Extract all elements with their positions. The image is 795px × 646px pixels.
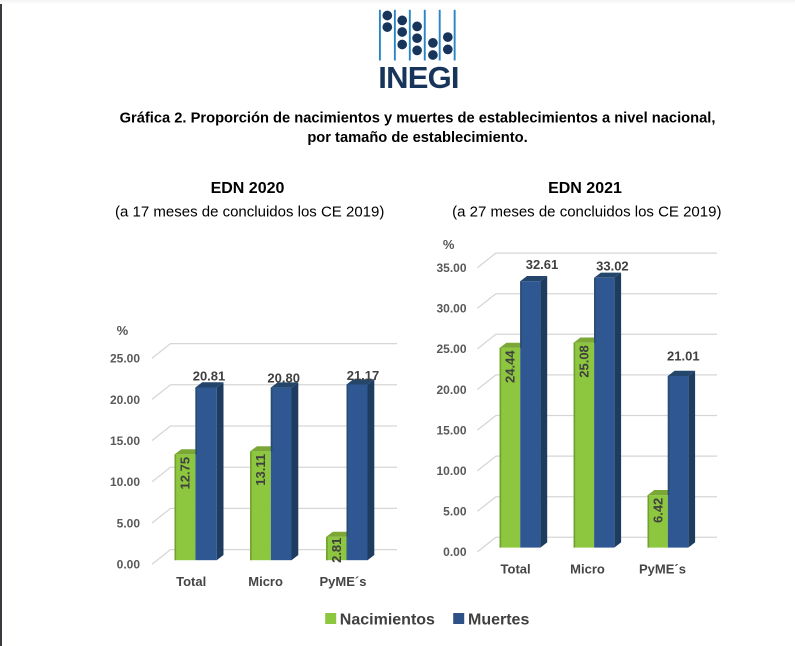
svg-text:Total: Total [501, 562, 531, 577]
svg-text:Micro: Micro [248, 574, 283, 589]
svg-text:10.00: 10.00 [436, 464, 466, 478]
svg-text:13.11: 13.11 [253, 454, 268, 486]
svg-text:5.00: 5.00 [117, 516, 141, 530]
svg-text:0.00: 0.00 [443, 545, 467, 559]
svg-text:por tamaño de establecimiento.: por tamaño de establecimiento. [307, 130, 527, 146]
svg-text:Total: Total [176, 574, 206, 589]
svg-text:33.02: 33.02 [596, 258, 629, 273]
svg-text:15.00: 15.00 [110, 434, 140, 448]
svg-text:EDN 2020: EDN 2020 [211, 180, 285, 197]
svg-text:24.44: 24.44 [503, 350, 518, 383]
svg-text:30.00: 30.00 [436, 302, 466, 316]
svg-text:25.08: 25.08 [577, 345, 592, 378]
svg-text:Muertes: Muertes [468, 611, 529, 628]
svg-text:20.00: 20.00 [436, 383, 466, 397]
svg-text:25.00: 25.00 [110, 352, 140, 366]
svg-text:INEGI: INEGI [378, 60, 458, 95]
svg-text:PyME´s: PyME´s [639, 562, 686, 577]
svg-text:32.61: 32.61 [526, 257, 559, 272]
svg-text:PyME´s: PyME´s [320, 574, 367, 589]
svg-text:21.17: 21.17 [347, 368, 380, 383]
svg-text:EDN 2021: EDN 2021 [548, 180, 622, 197]
svg-text:25.00: 25.00 [436, 342, 466, 356]
svg-text:5.00: 5.00 [443, 505, 467, 519]
svg-text:20.00: 20.00 [110, 393, 140, 407]
svg-text:0.00: 0.00 [117, 558, 141, 572]
svg-text:10.00: 10.00 [110, 475, 140, 489]
svg-text:Micro: Micro [570, 562, 605, 577]
svg-text:(a 27 meses de concluidos los: (a 27 meses de concluidos los CE 2019) [452, 204, 721, 221]
svg-text:Gráfica 2. Proporción de nacim: Gráfica 2. Proporción de nacimientos y m… [120, 110, 716, 126]
svg-text:6.42: 6.42 [650, 498, 665, 523]
svg-text:35.00: 35.00 [436, 261, 466, 275]
svg-text:20.80: 20.80 [267, 371, 300, 386]
svg-text:(a 17 meses de concluidos los: (a 17 meses de concluidos los CE 2019) [115, 204, 384, 221]
svg-text:%: % [443, 237, 455, 252]
svg-text:%: % [117, 323, 129, 338]
svg-text:2.81: 2.81 [329, 538, 344, 563]
svg-text:21.01: 21.01 [667, 348, 700, 363]
svg-text:15.00: 15.00 [436, 423, 466, 437]
svg-text:Nacimientos: Nacimientos [340, 611, 435, 628]
svg-text:20.81: 20.81 [193, 368, 226, 383]
svg-text:12.75: 12.75 [178, 457, 193, 490]
